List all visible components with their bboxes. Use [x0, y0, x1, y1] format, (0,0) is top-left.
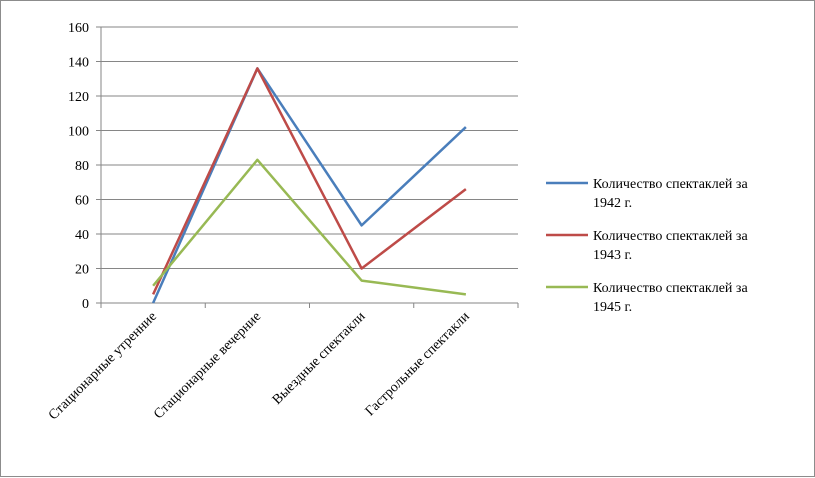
y-tick-label: 60: [75, 194, 89, 209]
y-tick-label: 80: [75, 159, 89, 174]
gridlines: [101, 26, 518, 269]
x-category-label: Гастрольные спектакли: [363, 309, 473, 419]
series-line-1: [151, 67, 467, 304]
legend-label: Количество спектаклей за 1942 г.: [593, 177, 748, 211]
y-tick-label: 0: [82, 297, 89, 312]
y-tick-label: 140: [68, 56, 89, 71]
y-axis: 0 20 40 60 80 100 120 140 160: [68, 21, 102, 312]
y-tick-label: 120: [68, 90, 89, 105]
series-line-3: [152, 158, 467, 296]
y-tick-label: 20: [75, 263, 89, 278]
x-category-label: Стационарные вечерние: [151, 309, 264, 422]
legend: Количество спектаклей за 1942 г. Количеств…: [546, 177, 748, 315]
series-line-2: [151, 67, 467, 295]
series-lines: [151, 67, 467, 304]
legend-label: Количество спектаклей за 1943 г.: [593, 229, 748, 263]
y-tick-label: 40: [75, 228, 89, 243]
y-tick-label: 160: [68, 21, 89, 36]
x-category-label: Стационарные утренние: [46, 309, 160, 423]
y-tick-label: 100: [68, 125, 89, 140]
legend-label: Количество спектаклей за 1945 г.: [593, 281, 748, 315]
x-category-label: Выездные спектакли: [270, 309, 369, 408]
